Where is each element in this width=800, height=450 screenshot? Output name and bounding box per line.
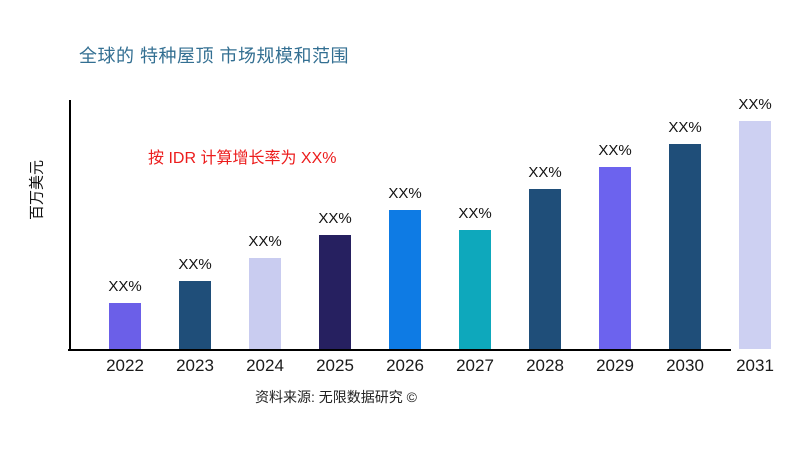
- x-tick-label-2024: 2024: [246, 356, 284, 375]
- x-tick-label-2026: 2026: [386, 356, 424, 375]
- bar-value-label-2024: XX%: [248, 233, 282, 250]
- y-axis-label: 百万美元: [28, 159, 46, 221]
- bar-value-label-2023: XX%: [178, 256, 212, 273]
- bar-2029: [599, 167, 631, 349]
- bar-2026: [389, 210, 421, 349]
- x-tick-label-2028: 2028: [526, 356, 564, 375]
- bar-value-label-2029: XX%: [598, 142, 632, 159]
- bar-2024: [249, 258, 281, 349]
- bar-value-label-2022: XX%: [108, 278, 142, 295]
- bar-value-label-2031: XX%: [738, 96, 772, 113]
- x-tick-label-2025: 2025: [316, 356, 354, 375]
- bar-2030: [669, 144, 701, 349]
- bar-2027: [459, 230, 491, 349]
- x-tick-label-2023: 2023: [176, 356, 214, 375]
- bar-value-label-2028: XX%: [528, 164, 562, 181]
- bar-value-label-2026: XX%: [388, 185, 422, 202]
- source-note: 资料来源: 无限数据研究 ©: [255, 389, 417, 405]
- bar-2022: [109, 303, 141, 349]
- bar-2031: [739, 121, 771, 349]
- bar-value-label-2027: XX%: [458, 205, 492, 222]
- bar-2025: [319, 235, 351, 349]
- bar-value-label-2030: XX%: [668, 119, 702, 136]
- x-tick-label-2031: 2031: [736, 356, 774, 375]
- x-tick-label-2027: 2027: [456, 356, 494, 375]
- chart-title: 全球的 特种屋顶 市场规模和范围: [79, 46, 350, 66]
- x-axis-line: [68, 349, 731, 351]
- bar-2028: [529, 189, 561, 349]
- x-tick-label-2029: 2029: [596, 356, 634, 375]
- bar-2023: [179, 281, 211, 349]
- x-tick-label-2022: 2022: [106, 356, 144, 375]
- bar-value-label-2025: XX%: [318, 210, 352, 227]
- y-axis-line: [69, 100, 71, 351]
- growth-rate-annotation: 按 IDR 计算增长率为 XX%: [148, 150, 337, 167]
- x-tick-label-2030: 2030: [666, 356, 704, 375]
